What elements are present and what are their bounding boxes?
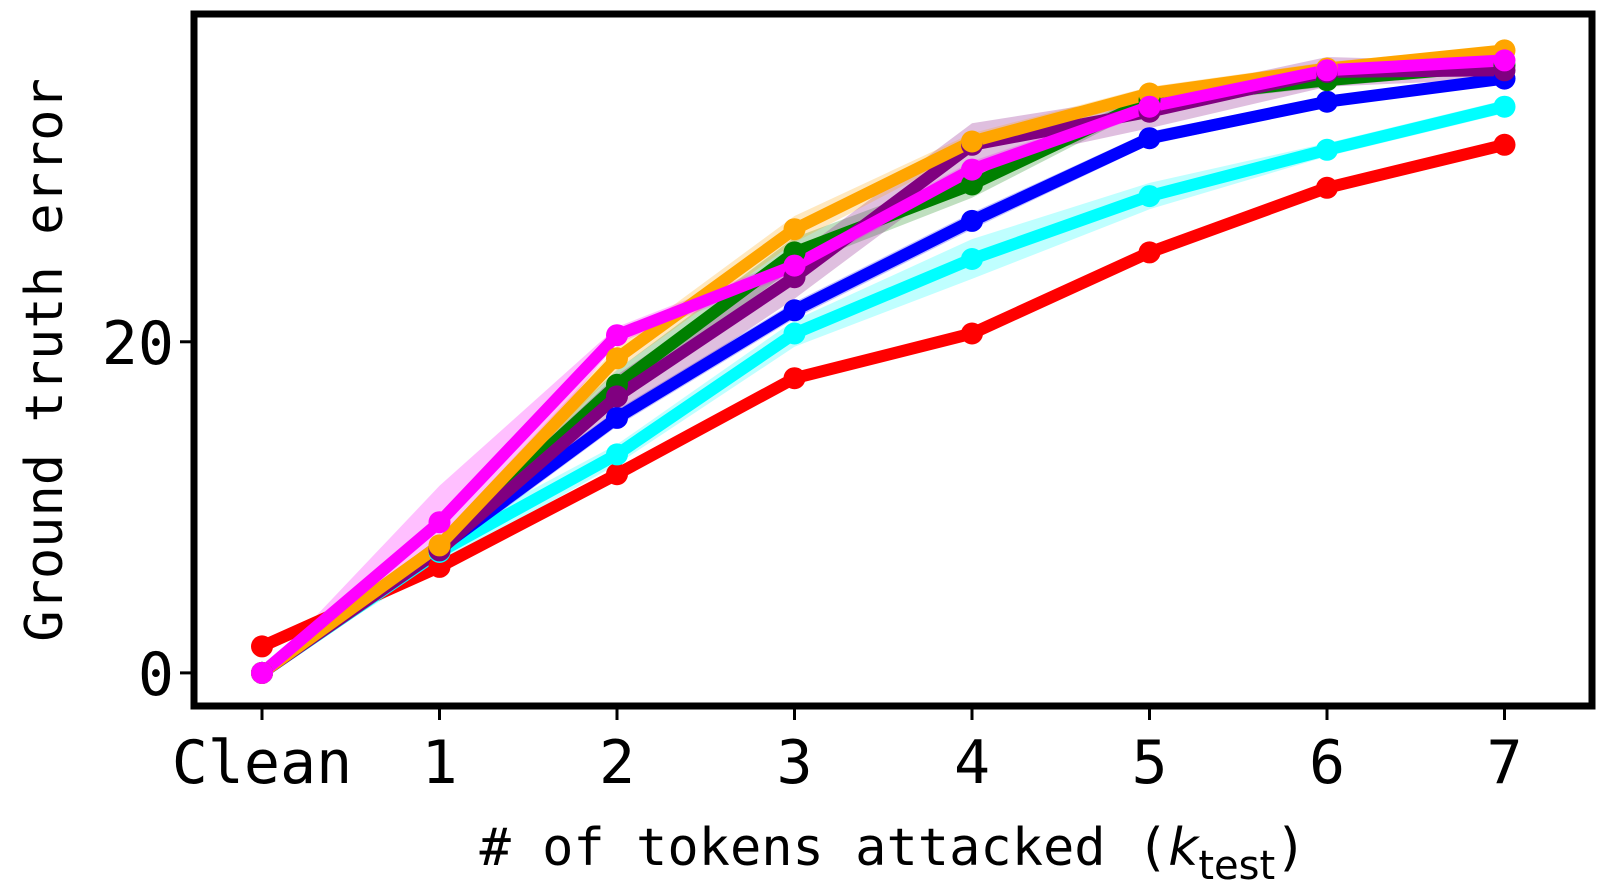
- series-2-band: [262, 73, 1505, 673]
- series-2-line: [256, 72, 1511, 679]
- series-2-point-4: [961, 209, 983, 232]
- x-tick-label-4: 4: [954, 728, 990, 798]
- series-6-point-0: [251, 661, 273, 684]
- series-6-point-1: [428, 511, 451, 534]
- series-0-point-4: [961, 322, 983, 345]
- series-6-point-6: [1316, 59, 1338, 82]
- x-tick-label-3: 3: [776, 728, 812, 798]
- series-0-line: [256, 138, 1511, 653]
- series-0-point-6: [1316, 176, 1338, 199]
- series-4-point-2: [606, 385, 628, 408]
- series-6-point-5: [1138, 95, 1161, 118]
- series-0-point-5: [1138, 241, 1161, 264]
- series-6-point-3: [783, 254, 806, 277]
- series-0-point-0: [251, 635, 273, 658]
- x-tick-label-0: Clean: [172, 728, 353, 798]
- series-5-point-3: [783, 218, 806, 241]
- series-2-point-3: [783, 299, 806, 322]
- series-1-point-3: [783, 322, 806, 345]
- x-tick-label-7: 7: [1486, 728, 1522, 798]
- x-axis-label-sub: test: [1198, 843, 1275, 889]
- x-axis-label-var: k: [1168, 818, 1200, 878]
- series-6-point-2: [606, 324, 628, 347]
- y-tick-label-1: 20: [102, 309, 174, 379]
- series-5-point-1: [428, 534, 451, 557]
- series-1-line: [256, 100, 1511, 679]
- x-tick-label-2: 2: [599, 728, 635, 798]
- series-0-point-3: [783, 367, 806, 390]
- series-0-point-2: [606, 463, 628, 486]
- series-1-point-5: [1138, 185, 1161, 208]
- series-1-point-6: [1316, 138, 1338, 161]
- series-6-point-7: [1493, 49, 1516, 72]
- series-2-point-5: [1138, 127, 1161, 150]
- series-1-point-2: [606, 443, 628, 466]
- series-5-point-4: [961, 130, 983, 153]
- x-axis-label-prefix: # of tokens attacked (: [479, 818, 1168, 878]
- series-2-point-2: [606, 406, 628, 429]
- x-axis-ticks: Clean 1 2 3 4 5 6 7: [172, 709, 1523, 798]
- series-1-point-4: [961, 248, 983, 270]
- series-4-line: [256, 64, 1511, 679]
- y-tick-label-0: 0: [138, 640, 174, 710]
- series-1-point-7: [1493, 95, 1516, 118]
- x-tick-label-6: 6: [1309, 728, 1345, 798]
- series-6-line: [256, 54, 1511, 679]
- x-tick-label-1: 1: [421, 728, 457, 798]
- series-lines: [256, 44, 1511, 679]
- plot-frame: [190, 10, 1596, 710]
- y-axis-label: Ground truth error: [15, 78, 75, 642]
- y-axis-ticks: 0 20: [102, 309, 191, 710]
- x-axis-label-suffix: ): [1275, 818, 1306, 878]
- series-0-point-7: [1493, 133, 1516, 156]
- series-5-point-2: [606, 347, 628, 370]
- x-tick-label-5: 5: [1131, 728, 1167, 798]
- x-axis-label: # of tokens attacked (ktest): [479, 818, 1306, 889]
- series-2-point-6: [1316, 90, 1338, 113]
- series-points: [251, 39, 1516, 684]
- series-6-point-4: [961, 158, 983, 181]
